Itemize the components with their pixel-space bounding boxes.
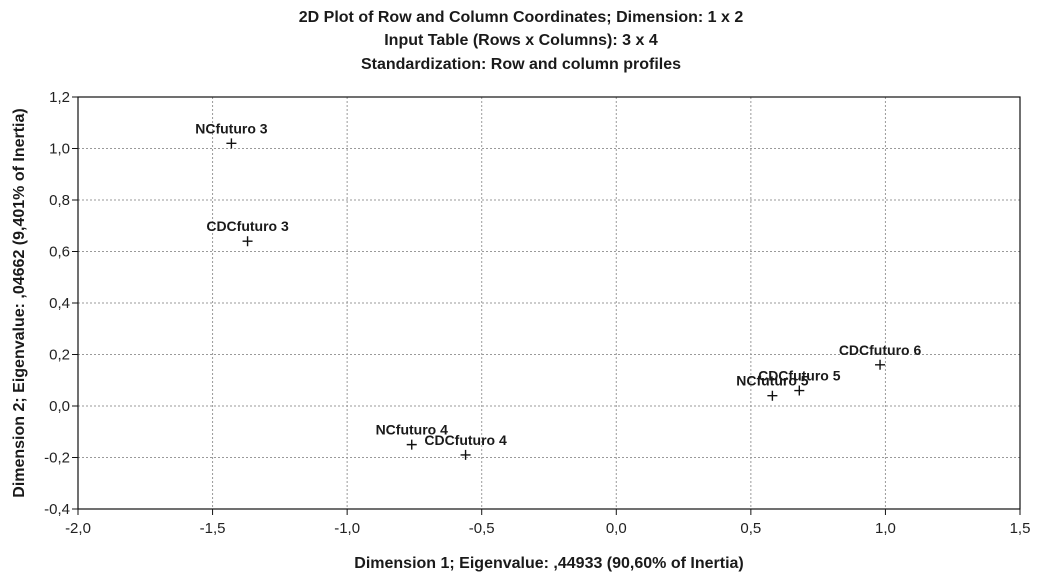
point-marker (406, 439, 417, 450)
x-axis-title: Dimension 1; Eigenvalue: ,44933 (90,60% … (354, 555, 743, 572)
y-tick-label: -0,4 (44, 501, 70, 518)
y-tick-label: 0,0 (49, 398, 70, 415)
x-tick-label: -1,5 (200, 520, 226, 537)
y-tick-label: 1,0 (49, 141, 70, 158)
x-tick-label: -0,5 (469, 520, 495, 537)
point-marker (460, 449, 471, 460)
point-label: NCfuturo 4 (376, 422, 449, 438)
point-label: CDCfuturo 3 (206, 218, 289, 234)
point-marker (226, 138, 237, 149)
x-tick-label: -2,0 (65, 520, 91, 537)
x-tick-label: 1,5 (1010, 520, 1031, 537)
y-tick-label: 0,2 (49, 347, 70, 364)
chart-title-line-3: Standardization: Row and column profiles (360, 56, 681, 73)
point-marker (875, 359, 886, 370)
chart-title-line-2: Input Table (Rows x Columns): 3 x 4 (384, 32, 658, 49)
point-label: CDCfuturo 5 (758, 368, 841, 384)
y-tick-label: 0,4 (49, 295, 70, 312)
x-tick-label: 0,0 (606, 520, 627, 537)
y-tick-label: 0,6 (49, 244, 70, 261)
x-tick-label: 1,0 (875, 520, 896, 537)
point-label: NCfuturo 3 (195, 120, 268, 136)
point-marker (767, 390, 778, 401)
point-label: CDCfuturo 4 (424, 432, 507, 448)
y-tick-label: 0,8 (49, 192, 70, 209)
x-tick-label: 0,5 (740, 520, 761, 537)
point-label: CDCfuturo 6 (839, 342, 922, 358)
y-tick-label: -0,2 (44, 450, 70, 467)
point-marker (794, 385, 805, 396)
point-label: NCfuturo 5 (736, 373, 809, 389)
point-marker (242, 236, 253, 247)
x-tick-label: -1,0 (334, 520, 360, 537)
y-axis-title: Dimension 2; Eigenvalue: ,04662 (9,401% … (11, 108, 28, 497)
chart-title-line-1: 2D Plot of Row and Column Coordinates; D… (298, 9, 744, 26)
y-tick-label: 1,2 (49, 89, 70, 106)
